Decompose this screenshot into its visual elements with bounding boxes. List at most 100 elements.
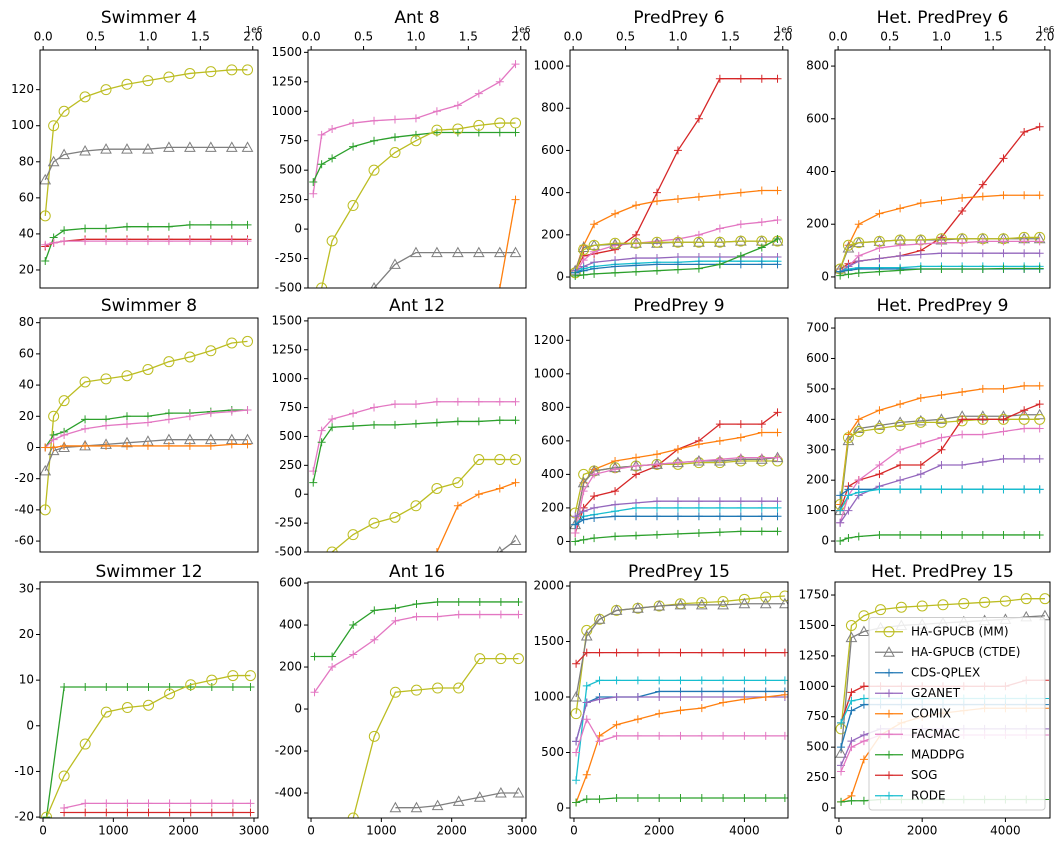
marker bbox=[875, 243, 884, 252]
marker bbox=[612, 693, 621, 702]
marker bbox=[859, 682, 868, 691]
panel-title: Het. PredPrey 6 bbox=[877, 8, 1009, 28]
marker bbox=[79, 144, 91, 156]
marker bbox=[100, 84, 112, 96]
marker bbox=[676, 794, 685, 803]
marker bbox=[740, 648, 749, 657]
marker bbox=[81, 415, 90, 424]
marker bbox=[207, 808, 216, 817]
marker bbox=[612, 731, 621, 740]
y-tick-label: 1000 bbox=[271, 371, 302, 385]
marker bbox=[610, 604, 623, 615]
y-tick-label: 1500 bbox=[271, 45, 302, 59]
marker bbox=[389, 801, 402, 813]
marker bbox=[143, 237, 152, 246]
marker bbox=[184, 141, 196, 152]
marker bbox=[757, 186, 766, 195]
marker bbox=[571, 529, 580, 538]
marker bbox=[41, 256, 50, 265]
marker bbox=[390, 400, 399, 409]
marker bbox=[611, 487, 620, 496]
marker bbox=[773, 74, 782, 83]
marker bbox=[590, 513, 599, 522]
marker bbox=[719, 731, 728, 740]
marker bbox=[632, 602, 644, 613]
marker bbox=[836, 271, 845, 280]
marker bbox=[60, 237, 69, 246]
marker bbox=[736, 527, 745, 536]
marker bbox=[582, 770, 591, 779]
y-tick-label: 1000 bbox=[533, 366, 564, 380]
legend-label: HA-GPUCB (MM) bbox=[911, 624, 1009, 638]
marker bbox=[609, 237, 621, 249]
marker bbox=[241, 141, 254, 152]
marker bbox=[759, 597, 772, 609]
marker bbox=[978, 430, 987, 439]
marker bbox=[242, 335, 254, 347]
marker bbox=[570, 690, 582, 702]
marker bbox=[611, 532, 620, 541]
marker bbox=[847, 743, 856, 752]
marker bbox=[696, 597, 708, 609]
marker bbox=[495, 416, 504, 425]
marker bbox=[433, 612, 442, 621]
marker bbox=[571, 520, 580, 529]
marker bbox=[673, 194, 682, 203]
marker bbox=[205, 345, 217, 357]
marker bbox=[978, 237, 987, 246]
panel-title: Het. PredPrey 15 bbox=[871, 562, 1014, 582]
marker bbox=[916, 530, 925, 539]
y-tick-label: 80 bbox=[19, 154, 34, 168]
y-tick-label: 1200 bbox=[533, 333, 564, 347]
marker bbox=[655, 794, 664, 803]
marker bbox=[496, 610, 505, 619]
marker bbox=[652, 188, 661, 197]
marker bbox=[937, 485, 946, 494]
axes-frame bbox=[307, 49, 527, 289]
marker bbox=[611, 465, 620, 474]
marker bbox=[978, 415, 987, 424]
marker bbox=[390, 115, 399, 124]
x-tick-label: 0.0 bbox=[564, 30, 583, 44]
x-tick-label: 1.0 bbox=[406, 30, 425, 44]
marker bbox=[474, 417, 483, 426]
marker bbox=[916, 485, 925, 494]
marker bbox=[885, 771, 893, 780]
marker bbox=[412, 612, 421, 621]
marker bbox=[655, 676, 664, 685]
marker bbox=[937, 249, 946, 258]
x-tick-label: 1000 bbox=[366, 824, 397, 838]
marker bbox=[632, 531, 641, 540]
marker bbox=[123, 682, 132, 691]
marker bbox=[773, 453, 782, 462]
marker bbox=[676, 706, 685, 715]
series-line bbox=[839, 194, 1040, 270]
marker bbox=[715, 260, 724, 269]
marker bbox=[999, 154, 1008, 163]
marker bbox=[326, 235, 338, 247]
marker bbox=[511, 195, 520, 204]
marker bbox=[958, 265, 967, 274]
y-tick-label: 0 bbox=[26, 440, 34, 454]
marker bbox=[349, 119, 358, 128]
marker bbox=[883, 646, 895, 657]
y-tick-label: 60 bbox=[19, 346, 34, 360]
x-tick-label: 1.0 bbox=[932, 30, 951, 44]
series-line bbox=[312, 63, 517, 194]
marker bbox=[509, 534, 522, 545]
marker bbox=[740, 794, 749, 803]
marker bbox=[163, 141, 175, 152]
marker bbox=[715, 503, 724, 512]
y-tick-label: 2000 bbox=[533, 578, 564, 592]
axes-frame bbox=[569, 49, 789, 289]
marker bbox=[853, 237, 865, 249]
marker bbox=[837, 767, 846, 776]
marker bbox=[328, 652, 337, 661]
marker bbox=[632, 470, 641, 479]
marker bbox=[207, 682, 216, 691]
x-tick-label: 0.5 bbox=[616, 30, 635, 44]
marker bbox=[511, 397, 520, 406]
marker bbox=[693, 236, 705, 248]
marker bbox=[347, 812, 359, 818]
legend-label: SOG bbox=[911, 768, 937, 782]
